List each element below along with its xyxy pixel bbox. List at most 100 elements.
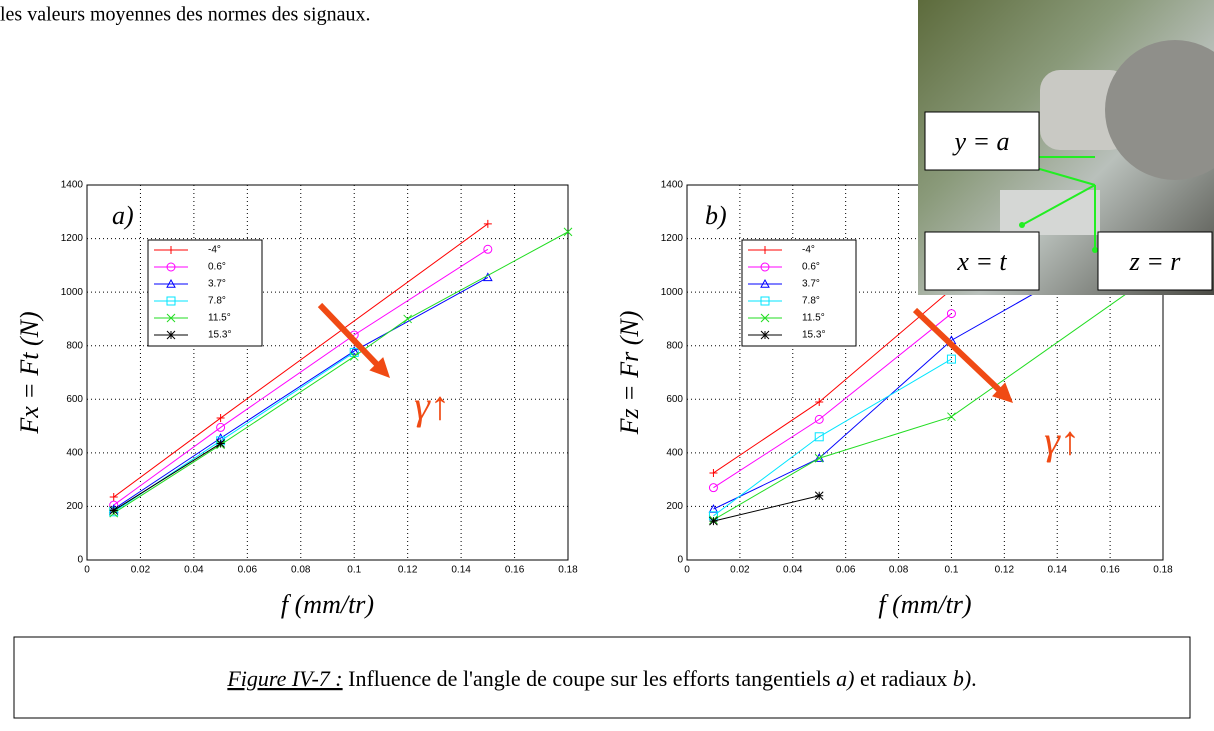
series-line (113, 276, 489, 510)
legend-label: 11.5° (802, 313, 825, 324)
y-tick-label: 800 (666, 340, 683, 351)
y-tick-label: 600 (66, 394, 83, 405)
x-axis-label: f (mm/tr) (281, 590, 374, 619)
marker (946, 309, 956, 319)
x-tick-label: 0 (684, 565, 690, 576)
x-tick-label: 0.18 (1153, 565, 1173, 576)
legend-label: -4° (208, 245, 221, 256)
series-line (713, 358, 952, 517)
x-tick-label: 0.12 (995, 565, 1015, 576)
legend-label: 15.3° (802, 330, 825, 341)
marker (166, 313, 176, 323)
x-tick-label: 0 (84, 565, 90, 576)
marker (216, 439, 225, 448)
legend-label: 0.6° (802, 262, 820, 273)
y-tick-label: 800 (66, 340, 83, 351)
x-tick-label: 0.08 (889, 565, 909, 576)
y-tick-label: 1400 (661, 180, 684, 191)
marker (814, 453, 824, 463)
y-tick-label: 1200 (661, 233, 684, 244)
marker (166, 262, 176, 272)
x-tick-label: 0.12 (398, 565, 418, 576)
y-tick-label: 1400 (61, 180, 84, 191)
photo-label: x = t (956, 247, 1007, 276)
legend-label: 3.7° (802, 279, 820, 290)
marker (708, 504, 719, 513)
caption-label: Figure IV-7 : (226, 666, 342, 691)
y-tick-label: 600 (666, 394, 683, 405)
marker (946, 354, 956, 364)
marker (709, 468, 718, 477)
marker (760, 278, 770, 288)
arrow (317, 302, 383, 370)
marker (814, 414, 824, 424)
legend-label: 15.3° (208, 330, 231, 341)
series-line (713, 267, 1164, 521)
photo-label: z = r (1129, 247, 1182, 276)
x-tick-label: 0.16 (1100, 565, 1120, 576)
axis-arrow-head (1019, 222, 1025, 228)
legend-label: 11.5° (208, 313, 231, 324)
machine-part (1000, 190, 1100, 235)
marker (349, 352, 359, 361)
series-line (713, 313, 952, 489)
marker (483, 219, 492, 228)
y-axis-label: Fx = Ft (N) (15, 311, 44, 434)
legend (741, 239, 857, 347)
marker (814, 491, 824, 501)
x-tick-label: 0.1 (944, 565, 958, 576)
x-tick-label: 0.14 (1047, 565, 1067, 576)
marker (760, 313, 770, 323)
y-tick-label: 400 (66, 447, 83, 458)
marker (760, 296, 770, 306)
x-tick-label: 0.1 (347, 565, 361, 576)
x-tick-label: 0.02 (131, 565, 151, 576)
x-tick-label: 0.04 (184, 565, 204, 576)
caption-text: . (971, 666, 977, 691)
marker (166, 330, 176, 340)
arrow-head (992, 382, 1013, 403)
marker (109, 493, 118, 502)
panel-label: b) (705, 201, 727, 230)
annotation: γ↑ (1044, 418, 1080, 463)
legend (147, 239, 263, 347)
marker (708, 483, 718, 493)
series-line (113, 443, 221, 511)
marker (760, 262, 770, 272)
caption-ref: a) (836, 666, 854, 691)
x-tick-label: 0.08 (291, 565, 311, 576)
marker (483, 244, 493, 254)
x-tick-label: 0.14 (451, 565, 471, 576)
marker (947, 412, 956, 422)
marker (216, 414, 225, 423)
x-tick-label: 0.04 (783, 565, 803, 576)
machine-part (1105, 40, 1214, 180)
arrow-head (369, 357, 390, 378)
machine-part (1040, 70, 1130, 150)
y-tick-label: 200 (666, 501, 683, 512)
header-text: les valeurs moyennes des normes des sign… (0, 4, 370, 26)
axis-arrow-head (1092, 247, 1098, 253)
caption-text: Influence de l'angle de coupe sur les ef… (343, 666, 837, 691)
x-tick-label: 0.18 (558, 565, 578, 576)
marker (167, 246, 175, 254)
marker (761, 246, 769, 254)
x-tick-label: 0.02 (730, 565, 750, 576)
marker (709, 516, 718, 526)
plot-frame (86, 184, 569, 561)
marker (349, 346, 360, 355)
legend-label: -4° (802, 245, 815, 256)
photo-label: y = a (951, 127, 1009, 156)
legend-label: 3.7° (208, 279, 226, 290)
label-box (924, 111, 1040, 171)
annotation: γ↑ (414, 383, 450, 428)
y-tick-label: 400 (666, 447, 683, 458)
series-line (713, 264, 1084, 510)
photo: y = a x = t z = r (918, 0, 1214, 295)
y-axis-label: Fz = Fr (N) (615, 311, 644, 436)
legend-label: 0.6° (208, 262, 226, 273)
caption-text: et radiaux (854, 666, 952, 691)
marker (166, 296, 176, 306)
